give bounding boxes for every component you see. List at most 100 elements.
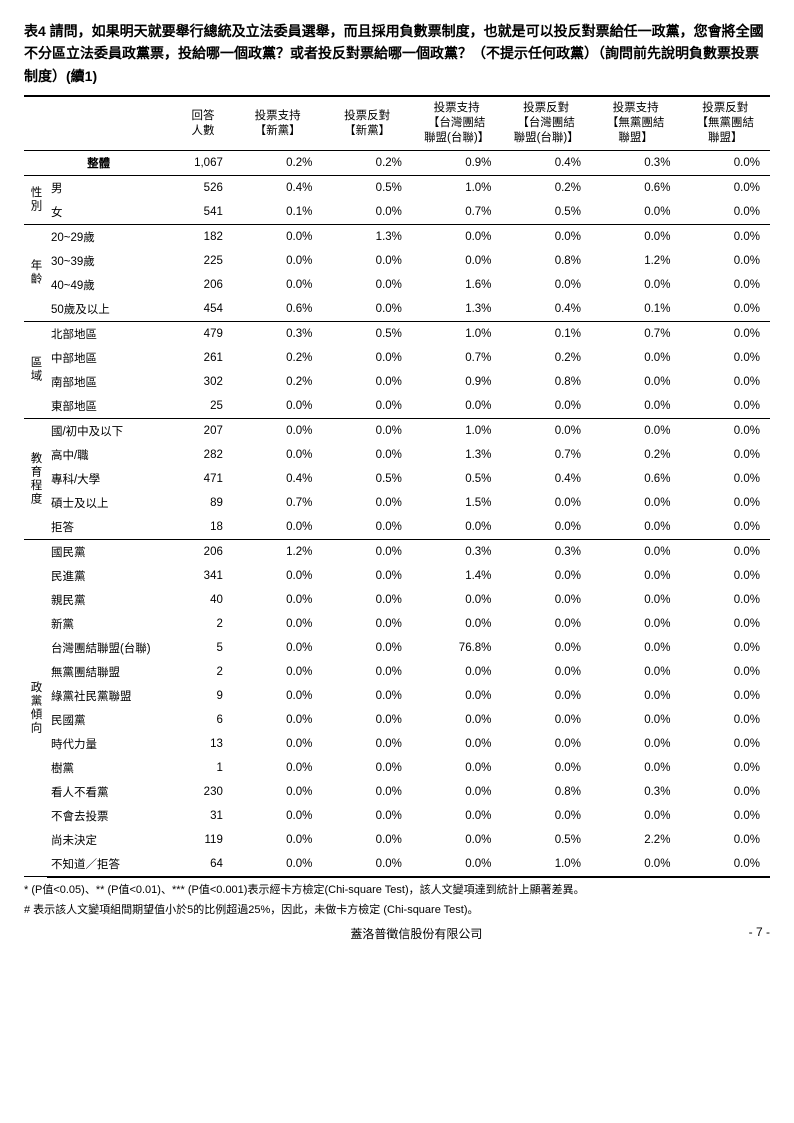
row-v0: 0.3% <box>233 321 323 346</box>
row-v1: 1.3% <box>322 224 412 249</box>
table-row: 不會去投票310.0%0.0%0.0%0.0%0.0%0.0% <box>24 804 770 828</box>
row-v2: 0.5% <box>412 467 502 491</box>
row-v3: 1.0% <box>501 852 591 877</box>
row-v3: 0.4% <box>501 297 591 322</box>
row-v0: 0.6% <box>233 297 323 322</box>
row-n: 31 <box>173 804 233 828</box>
hdr-c3: 投票支持【台灣團結聯盟(台聯)】 <box>412 96 502 150</box>
table-title: 表4 請問，如果明天就要舉行總統及立法委員選舉，而且採用負數票制度，也就是可以投… <box>24 20 770 87</box>
row-v2: 0.9% <box>412 370 502 394</box>
row-v0: 0.0% <box>233 564 323 588</box>
row-v1: 0.5% <box>322 175 412 200</box>
row-v2: 0.0% <box>412 224 502 249</box>
row-v2: 76.8% <box>412 636 502 660</box>
row-label: 綠黨社民黨聯盟 <box>47 684 173 708</box>
row-v2: 0.0% <box>412 852 502 877</box>
row-v1: 0.0% <box>322 636 412 660</box>
row-v3: 0.0% <box>501 732 591 756</box>
hdr-c2: 投票反對【新黨】 <box>322 96 412 150</box>
row-v1: 0.0% <box>322 732 412 756</box>
row-v3: 0.0% <box>501 756 591 780</box>
row-n: 206 <box>173 539 233 564</box>
overall-v3: 0.4% <box>501 150 591 175</box>
row-v1: 0.0% <box>322 297 412 322</box>
row-v4: 0.0% <box>591 273 681 297</box>
row-v1: 0.0% <box>322 804 412 828</box>
hdr-c5: 投票支持【無黨團結聯盟】 <box>591 96 681 150</box>
row-n: 182 <box>173 224 233 249</box>
row-label: 不會去投票 <box>47 804 173 828</box>
row-n: 119 <box>173 828 233 852</box>
row-v5: 0.0% <box>680 273 770 297</box>
overall-v2: 0.9% <box>412 150 502 175</box>
row-v0: 0.0% <box>233 660 323 684</box>
row-v0: 0.0% <box>233 780 323 804</box>
row-label: 高中/職 <box>47 443 173 467</box>
row-v1: 0.0% <box>322 249 412 273</box>
row-v0: 0.0% <box>233 394 323 419</box>
table-row: 碩士及以上890.7%0.0%1.5%0.0%0.0%0.0% <box>24 491 770 515</box>
row-label: 新黨 <box>47 612 173 636</box>
row-v4: 0.0% <box>591 491 681 515</box>
header-row: 回答人數 投票支持【新黨】 投票反對【新黨】 投票支持【台灣團結聯盟(台聯)】 … <box>24 96 770 150</box>
row-v5: 0.0% <box>680 200 770 225</box>
row-label: 北部地區 <box>47 321 173 346</box>
row-v4: 0.0% <box>591 224 681 249</box>
overall-label: 整體 <box>24 150 173 175</box>
row-label: 不知道／拒答 <box>47 852 173 877</box>
row-v2: 0.0% <box>412 756 502 780</box>
row-label: 民進黨 <box>47 564 173 588</box>
row-label: 南部地區 <box>47 370 173 394</box>
row-label: 無黨團結聯盟 <box>47 660 173 684</box>
row-n: 5 <box>173 636 233 660</box>
row-n: 471 <box>173 467 233 491</box>
survey-table: 回答人數 投票支持【新黨】 投票反對【新黨】 投票支持【台灣團結聯盟(台聯)】 … <box>24 95 770 878</box>
row-v4: 0.0% <box>591 564 681 588</box>
row-n: 1 <box>173 756 233 780</box>
row-v2: 1.3% <box>412 297 502 322</box>
row-v0: 0.0% <box>233 828 323 852</box>
row-v4: 0.0% <box>591 515 681 540</box>
row-v0: 0.2% <box>233 370 323 394</box>
hdr-c4: 投票反對【台灣團結聯盟(台聯)】 <box>501 96 591 150</box>
table-row: 年齡20~29歲1820.0%1.3%0.0%0.0%0.0%0.0% <box>24 224 770 249</box>
row-v2: 1.4% <box>412 564 502 588</box>
row-v1: 0.0% <box>322 756 412 780</box>
row-n: 230 <box>173 780 233 804</box>
row-v2: 0.0% <box>412 780 502 804</box>
table-row: 區域北部地區4790.3%0.5%1.0%0.1%0.7%0.0% <box>24 321 770 346</box>
category-label: 政黨傾向 <box>24 539 47 877</box>
row-v0: 0.4% <box>233 467 323 491</box>
category-label: 年齡 <box>24 224 47 321</box>
row-v3: 0.0% <box>501 564 591 588</box>
row-n: 25 <box>173 394 233 419</box>
row-v4: 0.1% <box>591 297 681 322</box>
row-v4: 0.0% <box>591 852 681 877</box>
row-label: 女 <box>47 200 173 225</box>
row-v0: 0.1% <box>233 200 323 225</box>
row-v1: 0.0% <box>322 828 412 852</box>
row-v5: 0.0% <box>680 297 770 322</box>
row-v3: 0.8% <box>501 780 591 804</box>
table-row: 新黨20.0%0.0%0.0%0.0%0.0%0.0% <box>24 612 770 636</box>
row-v1: 0.0% <box>322 394 412 419</box>
table-row: 尚未決定1190.0%0.0%0.0%0.5%2.2%0.0% <box>24 828 770 852</box>
row-v5: 0.0% <box>680 708 770 732</box>
row-label: 專科/大學 <box>47 467 173 491</box>
footer: 蓋洛普徵信股份有限公司 - 7 - <box>24 925 770 942</box>
row-v0: 0.0% <box>233 684 323 708</box>
row-v5: 0.0% <box>680 684 770 708</box>
row-v5: 0.0% <box>680 828 770 852</box>
row-n: 64 <box>173 852 233 877</box>
row-v5: 0.0% <box>680 564 770 588</box>
row-n: 282 <box>173 443 233 467</box>
row-v5: 0.0% <box>680 660 770 684</box>
row-label: 50歲及以上 <box>47 297 173 322</box>
row-v1: 0.0% <box>322 539 412 564</box>
table-row: 不知道／拒答640.0%0.0%0.0%1.0%0.0%0.0% <box>24 852 770 877</box>
row-v5: 0.0% <box>680 636 770 660</box>
row-v3: 0.0% <box>501 515 591 540</box>
row-v5: 0.0% <box>680 175 770 200</box>
table-row: 親民黨400.0%0.0%0.0%0.0%0.0%0.0% <box>24 588 770 612</box>
row-label: 30~39歲 <box>47 249 173 273</box>
